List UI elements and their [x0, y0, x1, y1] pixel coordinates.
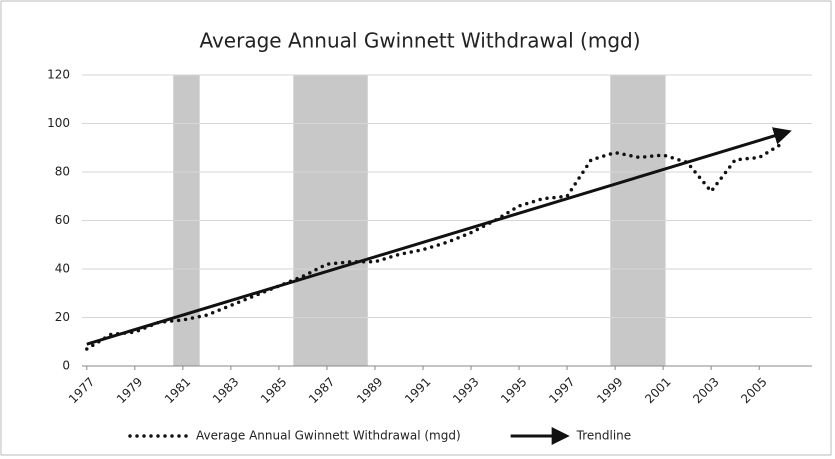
y-tick-label: 20	[55, 310, 70, 324]
chart-title: Average Annual Gwinnett Withdrawal (mgd)	[199, 29, 640, 53]
data-line	[85, 141, 785, 351]
y-tick-label: 0	[62, 359, 70, 373]
legend-label: Trendline	[576, 429, 632, 443]
y-tick-label: 40	[55, 262, 70, 276]
y-tick-label: 120	[47, 68, 70, 82]
legend-label: Average Annual Gwinnett Withdrawal (mgd)	[196, 429, 461, 443]
y-tick-label: 80	[55, 165, 70, 179]
y-tick-label: 100	[47, 116, 70, 130]
trendline	[86, 127, 792, 346]
y-tick-label: 60	[55, 213, 70, 227]
